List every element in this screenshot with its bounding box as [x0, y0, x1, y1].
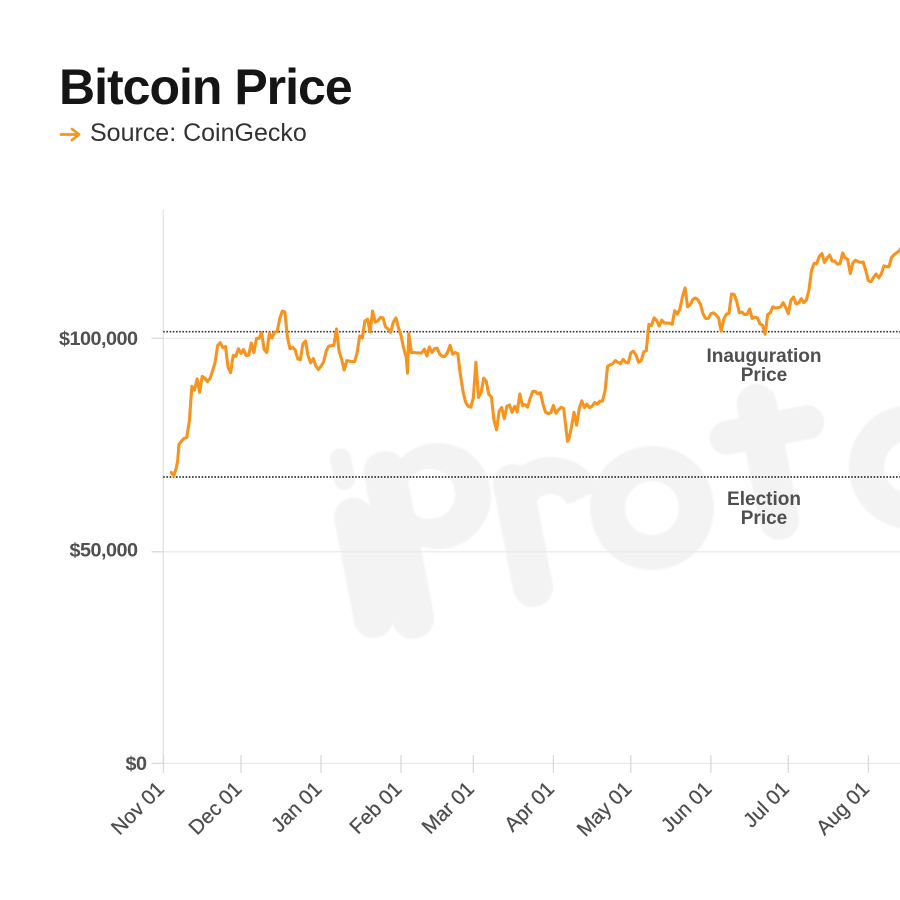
svg-text:Election: Election — [727, 489, 801, 510]
svg-text:Source: CoinGecko: Source: CoinGecko — [90, 119, 307, 147]
svg-text:$50,000: $50,000 — [69, 540, 138, 562]
svg-text:$0: $0 — [125, 753, 147, 775]
svg-text:Bitcoin Price: Bitcoin Price — [59, 59, 352, 115]
svg-text:$100,000: $100,000 — [59, 328, 138, 350]
svg-text:Price: Price — [741, 365, 787, 386]
svg-text:Price: Price — [741, 508, 787, 529]
svg-text:Inauguration: Inauguration — [706, 346, 821, 367]
